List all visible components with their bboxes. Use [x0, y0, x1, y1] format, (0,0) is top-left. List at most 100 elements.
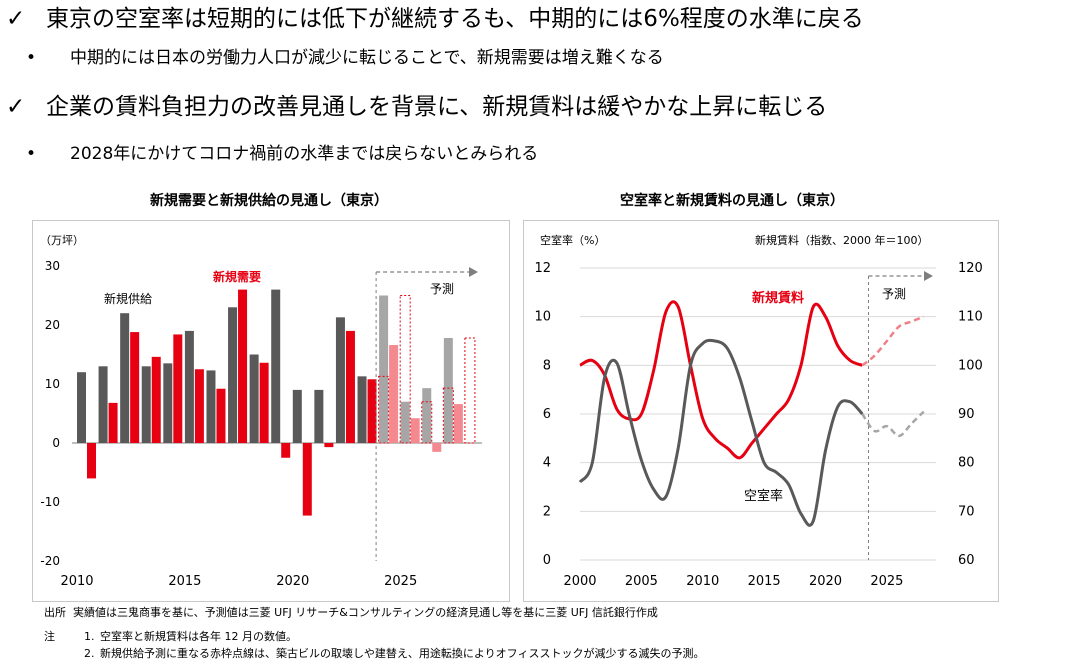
supply-bar — [98, 366, 108, 443]
demand-bar — [87, 443, 96, 479]
right-y-right-axis-label: 新規賃料（指数、2000 年＝100） — [755, 233, 929, 247]
right-chart-title: 空室率と新規賃料の見通し（東京） — [620, 193, 844, 209]
demand-bar — [108, 402, 118, 443]
supply-bar — [292, 389, 302, 443]
left-y-tick-label: -20 — [40, 554, 60, 568]
checkmark-icon: ✓ — [6, 6, 26, 32]
source-label: 出所 — [44, 606, 66, 619]
rent-forecast-line — [861, 315, 925, 367]
right-chart-frame — [523, 220, 999, 602]
note-1: 注 1. 空室率と新規賃料は各年 12 月の数値。 — [44, 628, 297, 644]
bullet-2-sub: • 2028年にかけてコロナ禍前の水準までは戻らないとみられる — [26, 142, 538, 166]
note-2: 2. 新規供給予測に重なる赤枠点線は、築古ビルの取壊しや建替え、用途転換によりオフ… — [44, 645, 704, 661]
bullet-1-text: 東京の空室率は短期的には低下が継続するも、中期的には6%程度の水準に戻る — [46, 6, 864, 32]
right-x-tick-label: 2010 — [686, 574, 719, 589]
notes-label: 注 — [44, 630, 55, 643]
demolition-frame — [421, 401, 433, 444]
supply-bar — [120, 313, 130, 443]
bullet-2-text: 企業の賃料負担力の改善見通しを背景に、新規賃料は緩やかな上昇に転じる — [46, 94, 828, 120]
demand-bar — [259, 362, 269, 443]
demand-bar — [302, 443, 312, 516]
demand-bar — [130, 332, 140, 443]
right-x-tick-label: 2020 — [809, 574, 842, 589]
vacancy-line — [578, 338, 864, 527]
left-y-tick-label: 20 — [45, 318, 60, 332]
note-1-number: 1. — [84, 630, 95, 643]
demand-bar — [432, 443, 442, 452]
supply-series-label: 新規供給 — [104, 291, 152, 306]
source-note: 出所 実績値は三鬼商事を基に、予測値は三菱 UFJ リサーチ&コンサルティングの… — [44, 604, 658, 620]
left-y-tick-label: 10 — [45, 377, 60, 391]
supply-bar — [184, 330, 194, 443]
right-forecast-arrow-icon — [924, 271, 933, 281]
right-left-tick-label: 2 — [543, 504, 551, 519]
right-left-tick-label: 6 — [543, 407, 551, 422]
right-right-tick-label: 120 — [958, 261, 983, 276]
supply-bar — [249, 354, 259, 443]
demand-bar — [389, 345, 399, 443]
supply-bar — [77, 372, 86, 443]
left-y-axis-label: （万坪） — [40, 234, 84, 247]
demand-bar — [453, 404, 463, 443]
supply-bar — [206, 370, 216, 443]
demand-bar — [151, 356, 161, 443]
demolition-frame — [464, 337, 476, 444]
supply-bar — [314, 389, 324, 443]
right-x-tick-label: 2015 — [748, 574, 781, 589]
right-left-tick-label: 10 — [534, 310, 551, 325]
demolition-frame — [399, 295, 411, 444]
supply-bar — [335, 317, 345, 443]
demand-bar — [238, 289, 248, 443]
right-left-tick-label: 4 — [543, 456, 551, 471]
supply-bar — [271, 289, 281, 443]
supply-bar — [228, 307, 238, 443]
left-x-tick-label: 2010 — [60, 574, 93, 589]
right-right-tick-label: 110 — [958, 310, 983, 325]
demand-bar — [410, 418, 420, 443]
demolition-frame — [378, 375, 390, 444]
note-1-text: 空室率と新規賃料は各年 12 月の数値。 — [100, 630, 297, 643]
right-right-tick-label: 60 — [958, 553, 975, 568]
right-right-tick-label: 90 — [958, 407, 975, 422]
demand-bar — [173, 334, 183, 443]
note-2-number: 2. — [84, 647, 95, 660]
demand-bar — [367, 379, 377, 443]
bullet-1-sub: • 中期的には日本の労働力人口が減少に転じることで、新規需要は増え難くなる — [26, 46, 664, 70]
note-2-text: 新規供給予測に重なる赤枠点線は、築古ビルの取壊しや建替え、用途転換によりオフィス… — [100, 647, 705, 660]
demand-bar — [345, 330, 355, 443]
supply-bar — [141, 366, 151, 443]
left-y-tick-label: 30 — [45, 259, 60, 273]
right-forecast-label: 予測 — [882, 287, 906, 301]
demand-series-label: 新規需要 — [213, 269, 261, 284]
bullet-2-sub-text: 2028年にかけてコロナ禍前の水準までは戻らないとみられる — [70, 144, 539, 164]
demand-bar — [324, 443, 334, 448]
left-forecast-label: 予測 — [430, 282, 454, 296]
vacancy-forecast-line — [861, 410, 925, 438]
right-x-tick-label: 2025 — [870, 574, 903, 589]
right-right-tick-label: 70 — [958, 504, 975, 519]
demand-bar — [216, 388, 226, 443]
right-left-tick-label: 8 — [543, 358, 551, 373]
demolition-frame — [442, 387, 454, 444]
left-y-tick-label: -10 — [40, 495, 60, 509]
left-y-tick-label: 0 — [52, 436, 60, 450]
left-chart-frame — [32, 220, 510, 602]
supply-bar — [400, 401, 410, 443]
demand-bar — [281, 443, 291, 458]
right-x-tick-label: 2000 — [563, 574, 596, 589]
supply-bar — [379, 295, 389, 443]
bullet-dot-icon: • — [26, 48, 37, 68]
supply-bar — [443, 337, 453, 443]
supply-bar — [422, 388, 432, 443]
left-x-tick-label: 2015 — [168, 574, 201, 589]
checkmark-icon: ✓ — [6, 94, 26, 120]
bullet-1-sub-text: 中期的には日本の労働力人口が減少に転じることで、新規需要は増え難くなる — [70, 48, 664, 68]
source-text: 実績値は三鬼商事を基に、予測値は三菱 UFJ リサーチ&コンサルティングの経済見… — [73, 606, 658, 619]
right-left-tick-label: 12 — [534, 261, 551, 276]
rent-series-label: 新規賃料 — [752, 290, 804, 306]
left-chart-title: 新規需要と新規供給の見通し（東京） — [150, 193, 388, 209]
supply-bar — [163, 363, 173, 443]
right-right-tick-label: 80 — [958, 456, 975, 471]
left-forecast-arrow-icon — [469, 267, 478, 277]
